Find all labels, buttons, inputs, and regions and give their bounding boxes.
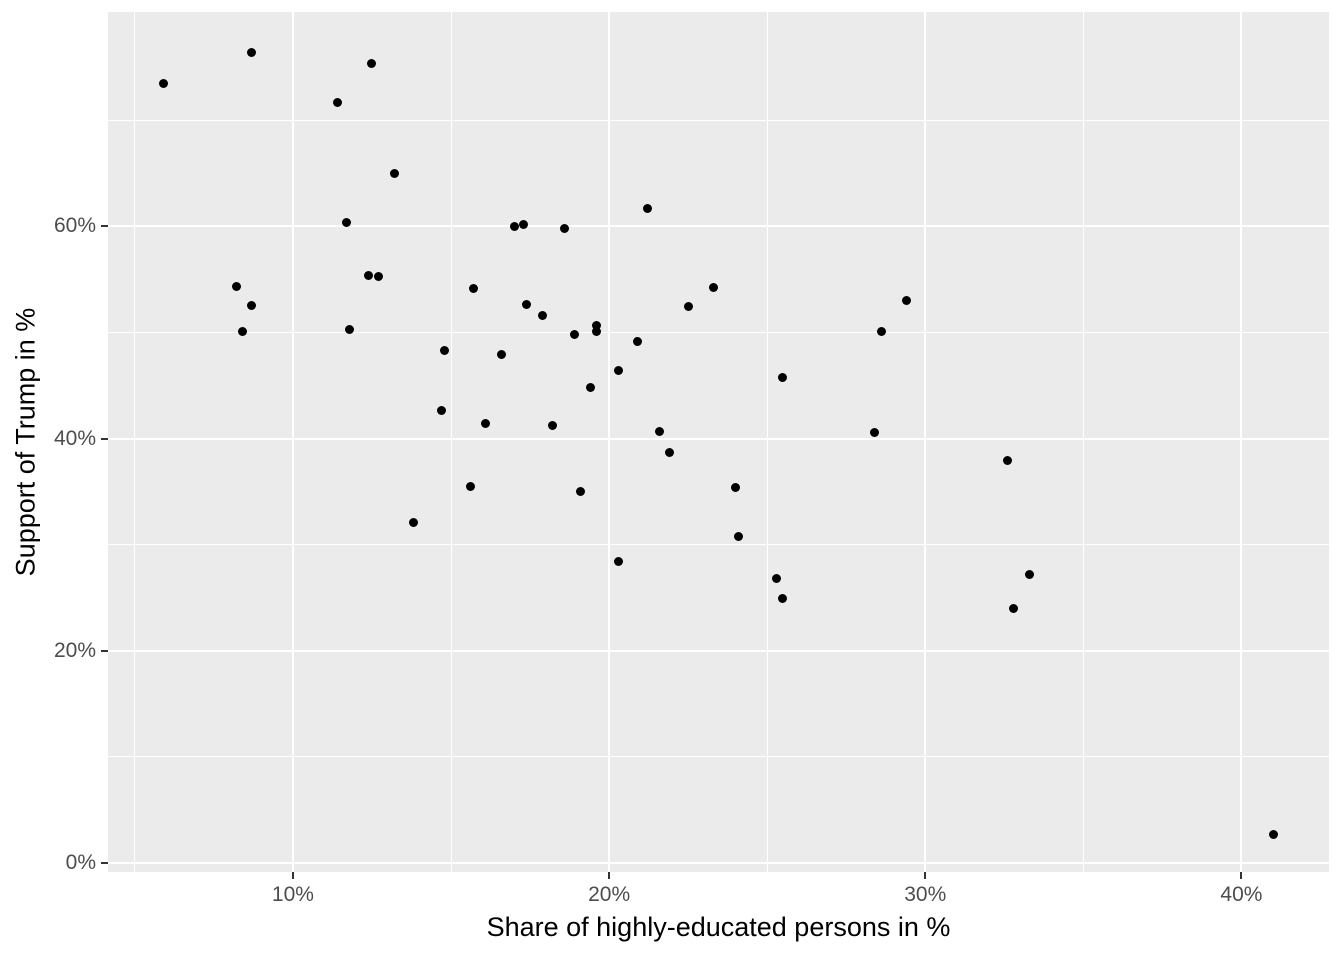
data-point	[481, 419, 491, 429]
data-point	[664, 447, 674, 457]
data-point	[708, 283, 718, 293]
data-point	[237, 326, 247, 336]
y-minor-gridline	[108, 331, 1329, 333]
y-major-gridline	[108, 437, 1329, 440]
y-axis-tick-mark	[101, 225, 108, 228]
x-minor-gridline	[134, 12, 136, 872]
data-point	[870, 427, 880, 437]
y-major-gridline	[108, 225, 1329, 228]
data-point	[364, 270, 374, 280]
x-minor-gridline	[450, 12, 452, 872]
data-point	[591, 326, 601, 336]
data-point	[519, 219, 529, 229]
x-major-gridline	[608, 12, 611, 872]
data-point	[585, 383, 595, 393]
x-axis-tick-label: 20%	[588, 883, 631, 906]
x-axis-title: Share of highly-educated persons in %	[486, 912, 951, 942]
data-point	[1268, 829, 1278, 839]
data-point	[655, 426, 665, 436]
data-point	[576, 487, 586, 497]
x-axis-tick-label: 10%	[271, 883, 314, 906]
y-axis-tick-mark	[101, 649, 108, 652]
y-minor-gridline	[108, 756, 1329, 758]
data-point	[614, 366, 624, 376]
data-point	[342, 217, 352, 227]
data-point	[560, 223, 570, 233]
x-minor-gridline	[766, 12, 768, 872]
y-axis-tick-label: 0%	[65, 850, 96, 874]
y-axis-tick-label: 40%	[53, 426, 96, 450]
y-minor-gridline	[108, 119, 1329, 121]
data-point	[569, 330, 579, 340]
data-point	[778, 372, 788, 382]
data-point	[772, 574, 782, 584]
data-point	[547, 421, 557, 431]
data-point	[389, 168, 399, 178]
x-axis-tick-label: 40%	[1220, 883, 1263, 906]
data-point	[345, 324, 355, 334]
data-point	[373, 271, 383, 281]
x-axis-tick-mark	[1240, 872, 1243, 879]
data-point	[509, 221, 519, 231]
data-point	[332, 97, 342, 107]
y-major-gridline	[108, 861, 1329, 864]
data-point	[1009, 603, 1019, 613]
plot-panel	[108, 12, 1329, 872]
data-point	[231, 282, 241, 292]
data-point	[465, 481, 475, 491]
y-axis-tick-label: 60%	[53, 214, 96, 238]
y-axis-tick-mark	[101, 437, 108, 440]
x-major-gridline	[924, 12, 927, 872]
data-point	[901, 296, 911, 306]
x-axis-tick-mark	[924, 872, 927, 879]
y-minor-gridline	[108, 544, 1329, 546]
data-point	[642, 203, 652, 213]
x-axis-tick-label: 30%	[904, 883, 947, 906]
x-axis-tick-mark	[291, 872, 294, 879]
data-point	[522, 300, 532, 310]
data-point	[683, 302, 693, 312]
data-point	[591, 320, 601, 330]
data-point	[247, 47, 257, 57]
y-axis-tick-mark	[101, 861, 108, 864]
data-point	[468, 284, 478, 294]
x-minor-gridline	[1082, 12, 1084, 872]
data-point	[731, 482, 741, 492]
data-point	[440, 345, 450, 355]
data-point	[538, 310, 548, 320]
data-point	[734, 531, 744, 541]
data-point	[1002, 456, 1012, 466]
data-point	[247, 301, 257, 311]
data-point	[1025, 569, 1035, 579]
x-major-gridline	[291, 12, 294, 872]
data-point	[633, 337, 643, 347]
data-point	[497, 350, 507, 360]
x-axis-tick-mark	[608, 872, 611, 879]
data-point	[876, 326, 886, 336]
data-point	[367, 59, 377, 69]
data-point	[778, 594, 788, 604]
data-point	[408, 517, 418, 527]
data-point	[614, 557, 624, 567]
y-major-gridline	[108, 649, 1329, 652]
y-axis-tick-label: 20%	[53, 638, 96, 662]
data-point	[437, 406, 447, 416]
x-major-gridline	[1240, 12, 1243, 872]
data-point	[158, 78, 168, 88]
